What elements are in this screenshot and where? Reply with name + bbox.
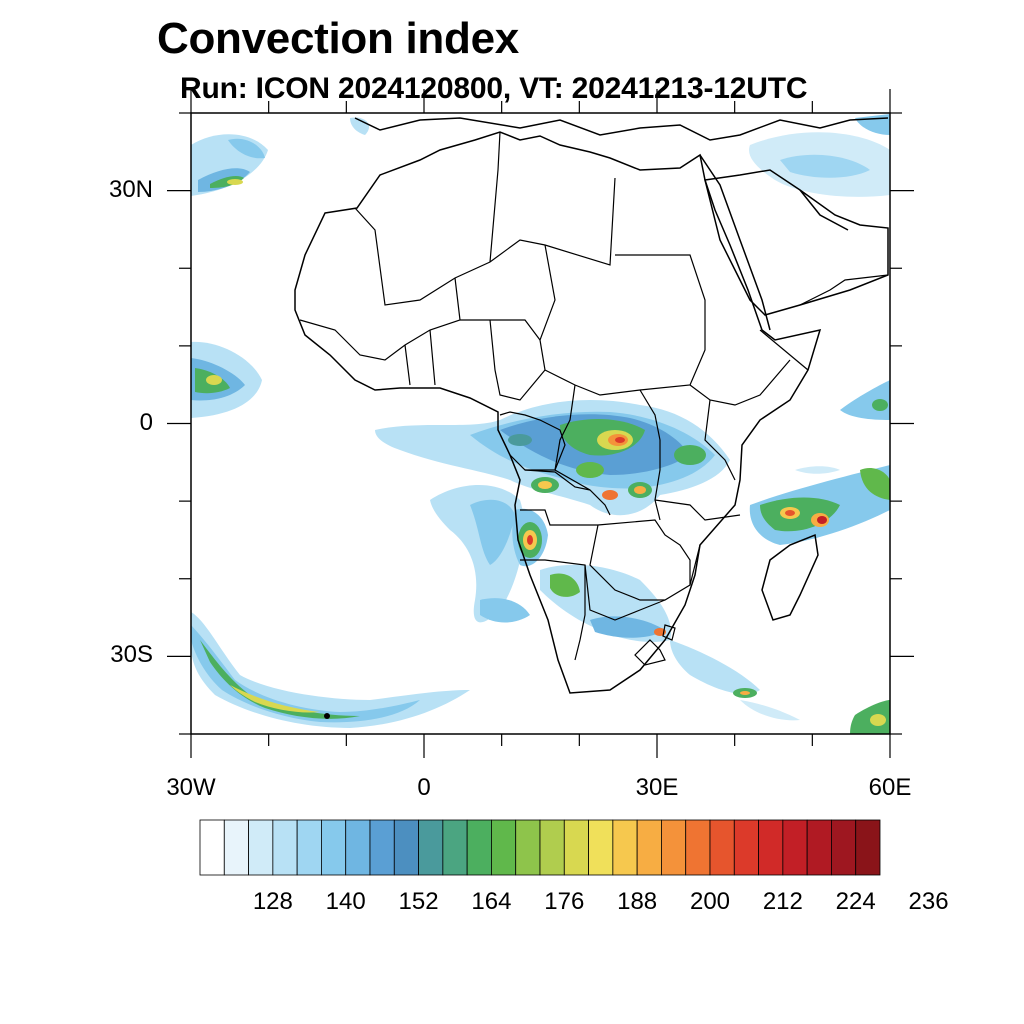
lon-tick-label: 60E bbox=[868, 774, 912, 801]
africa-coastline bbox=[294, 131, 822, 694]
colorbar-label: 164 bbox=[471, 888, 512, 915]
madagascar-coastline bbox=[761, 533, 819, 621]
colorbar-swatch bbox=[466, 819, 492, 876]
field-southern-africa bbox=[540, 564, 800, 721]
colorbar-swatch bbox=[539, 819, 565, 876]
colorbar-swatch bbox=[418, 819, 444, 876]
lat-tick-label: 30S bbox=[110, 641, 153, 669]
country-borders bbox=[299, 131, 889, 666]
red-sea-coastline bbox=[699, 154, 771, 331]
lat-tick-label: 30N bbox=[108, 175, 153, 203]
field-middle-east bbox=[749, 114, 890, 197]
field-north-atlantic bbox=[191, 117, 370, 196]
field-se-atlantic bbox=[430, 485, 530, 623]
lat-tick-label: 0 bbox=[139, 408, 153, 436]
colorbar-label: 176 bbox=[544, 888, 585, 915]
lon-tick-label: 30E bbox=[635, 774, 679, 801]
colorbar-label: 200 bbox=[689, 888, 731, 915]
colorbar-swatch bbox=[636, 819, 662, 876]
colorbar-swatch bbox=[806, 819, 832, 876]
colorbar-swatch bbox=[296, 819, 322, 876]
colorbar-swatch bbox=[563, 819, 589, 876]
colorbar-swatch bbox=[369, 819, 395, 876]
colorbar-swatch bbox=[321, 819, 347, 876]
colorbar-swatch bbox=[855, 819, 881, 876]
colorbar-swatch bbox=[612, 819, 638, 876]
colorbar-swatch bbox=[685, 819, 711, 876]
colorbar-swatch bbox=[199, 819, 225, 876]
colorbar-swatch bbox=[758, 819, 784, 876]
colorbar-swatch bbox=[782, 819, 808, 876]
colorbar-label: 236 bbox=[908, 888, 949, 915]
colorbar-swatch bbox=[248, 819, 274, 876]
field-se-corner bbox=[850, 700, 890, 734]
colorbar-label: 224 bbox=[835, 888, 876, 915]
field-central-africa bbox=[375, 400, 730, 516]
axis-ticks bbox=[167, 89, 914, 758]
colorbar-swatch bbox=[709, 819, 735, 876]
colorbar-swatch bbox=[272, 819, 298, 876]
colorbar-swatch bbox=[393, 819, 419, 876]
colorbar-label: 140 bbox=[325, 888, 366, 915]
lon-tick-label: 0 bbox=[417, 774, 431, 801]
field-west-atlantic bbox=[191, 341, 262, 418]
colorbar-swatch bbox=[588, 819, 614, 876]
colorbar-label: 212 bbox=[762, 888, 803, 915]
colorbar-label: 188 bbox=[617, 888, 658, 915]
persian-gulf-coastline bbox=[799, 189, 849, 231]
field-south-atlantic bbox=[191, 612, 470, 728]
map-subtitle: Run: ICON 2024120800, VT: 20241213-12UTC bbox=[180, 72, 808, 105]
map-title: Convection index bbox=[157, 14, 519, 63]
colorbar-swatch bbox=[661, 819, 687, 876]
colorbar-swatch bbox=[831, 819, 857, 876]
lon-tick-label: 30W bbox=[166, 774, 216, 801]
colorbar-swatch bbox=[733, 819, 759, 876]
colorbar bbox=[199, 819, 881, 876]
field-angola bbox=[512, 508, 548, 567]
colorbar-label: 128 bbox=[252, 888, 293, 915]
convection-field bbox=[191, 114, 890, 734]
colorbar-swatch bbox=[345, 819, 371, 876]
field-indian-ocean bbox=[749, 380, 890, 545]
colorbar-swatch bbox=[491, 819, 517, 876]
colorbar-swatch bbox=[223, 819, 249, 876]
colorbar-swatch bbox=[442, 819, 468, 876]
colorbar-label: 152 bbox=[398, 888, 439, 915]
colorbar-swatch bbox=[515, 819, 541, 876]
europe-coastline bbox=[354, 117, 889, 141]
